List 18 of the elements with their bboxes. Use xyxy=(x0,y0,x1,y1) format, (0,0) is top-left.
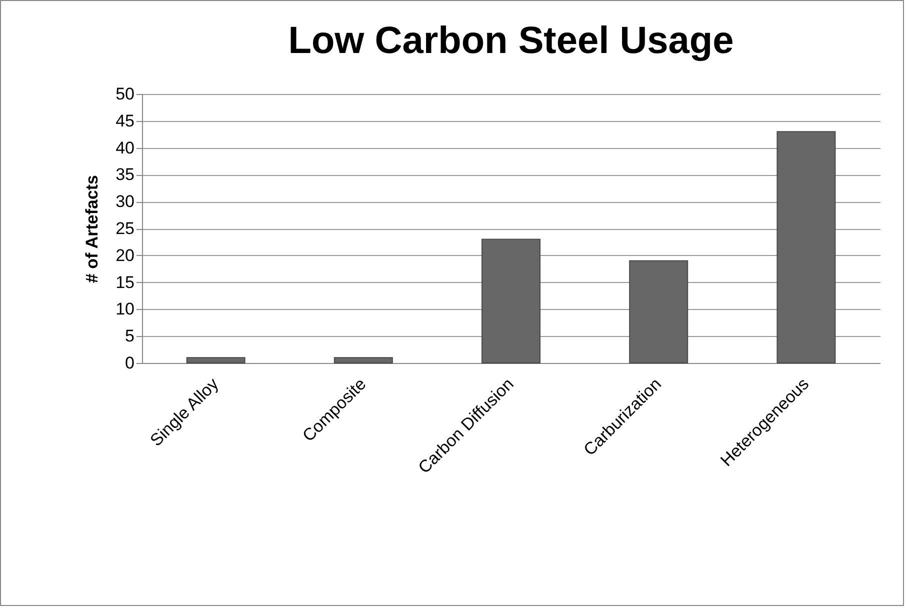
y-tick-label: 30 xyxy=(116,192,134,212)
y-tick-label: 0 xyxy=(125,354,134,372)
bar xyxy=(334,357,393,364)
y-tick-label: 25 xyxy=(116,219,134,238)
bar xyxy=(186,357,246,364)
y-tick-label: 45 xyxy=(116,111,134,130)
y-tick-label: 15 xyxy=(116,272,134,292)
bar xyxy=(482,238,540,364)
chart-title: Low Carbon Steel Usage xyxy=(288,20,734,62)
bar xyxy=(776,131,836,364)
y-axis-title: # of Artefacts xyxy=(82,174,102,284)
y-tick-label: 5 xyxy=(125,326,134,346)
y-tick-label: 50 xyxy=(116,84,134,104)
y-tick-label: 35 xyxy=(116,165,134,184)
y-tick-label: 10 xyxy=(116,300,134,319)
bar xyxy=(629,260,688,364)
y-tick-label: 20 xyxy=(116,246,134,265)
y-tick-label: 40 xyxy=(116,138,134,158)
